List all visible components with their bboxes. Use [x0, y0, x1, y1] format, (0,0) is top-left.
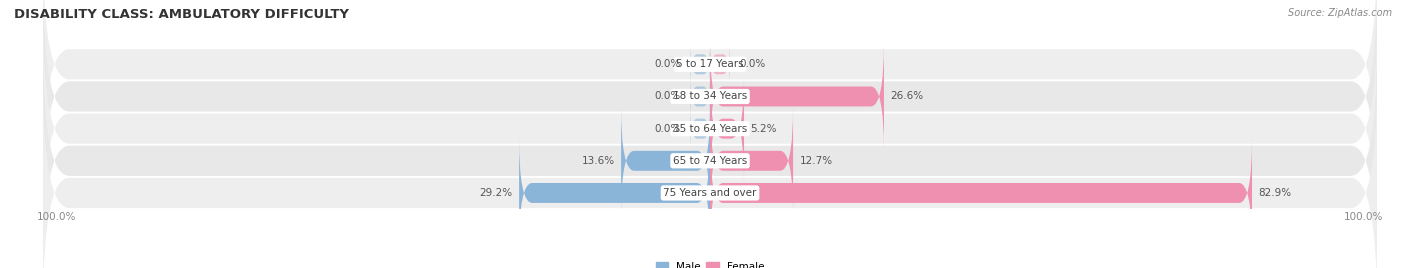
- FancyBboxPatch shape: [710, 74, 744, 183]
- Text: 0.0%: 0.0%: [654, 124, 681, 134]
- Text: 0.0%: 0.0%: [654, 91, 681, 102]
- Text: DISABILITY CLASS: AMBULATORY DIFFICULTY: DISABILITY CLASS: AMBULATORY DIFFICULTY: [14, 8, 349, 21]
- Text: 35 to 64 Years: 35 to 64 Years: [673, 124, 747, 134]
- Text: 75 Years and over: 75 Years and over: [664, 188, 756, 198]
- Text: 13.6%: 13.6%: [582, 156, 614, 166]
- Text: 29.2%: 29.2%: [479, 188, 513, 198]
- Legend: Male, Female: Male, Female: [651, 258, 769, 268]
- Text: 12.7%: 12.7%: [800, 156, 832, 166]
- Text: 65 to 74 Years: 65 to 74 Years: [673, 156, 747, 166]
- Text: 0.0%: 0.0%: [740, 59, 766, 69]
- Text: Source: ZipAtlas.com: Source: ZipAtlas.com: [1288, 8, 1392, 18]
- Text: 5.2%: 5.2%: [751, 124, 778, 134]
- FancyBboxPatch shape: [690, 106, 710, 151]
- FancyBboxPatch shape: [710, 139, 1251, 247]
- FancyBboxPatch shape: [710, 42, 884, 151]
- Text: 18 to 34 Years: 18 to 34 Years: [673, 91, 747, 102]
- FancyBboxPatch shape: [44, 0, 1376, 210]
- FancyBboxPatch shape: [519, 139, 710, 247]
- FancyBboxPatch shape: [690, 74, 710, 119]
- FancyBboxPatch shape: [710, 106, 793, 215]
- Text: 26.6%: 26.6%: [890, 91, 924, 102]
- Text: 5 to 17 Years: 5 to 17 Years: [676, 59, 744, 69]
- FancyBboxPatch shape: [44, 15, 1376, 242]
- Text: 0.0%: 0.0%: [654, 59, 681, 69]
- Text: 82.9%: 82.9%: [1258, 188, 1292, 198]
- FancyBboxPatch shape: [44, 79, 1376, 268]
- FancyBboxPatch shape: [44, 0, 1376, 178]
- FancyBboxPatch shape: [44, 47, 1376, 268]
- FancyBboxPatch shape: [690, 42, 710, 87]
- FancyBboxPatch shape: [710, 42, 730, 87]
- FancyBboxPatch shape: [621, 106, 710, 215]
